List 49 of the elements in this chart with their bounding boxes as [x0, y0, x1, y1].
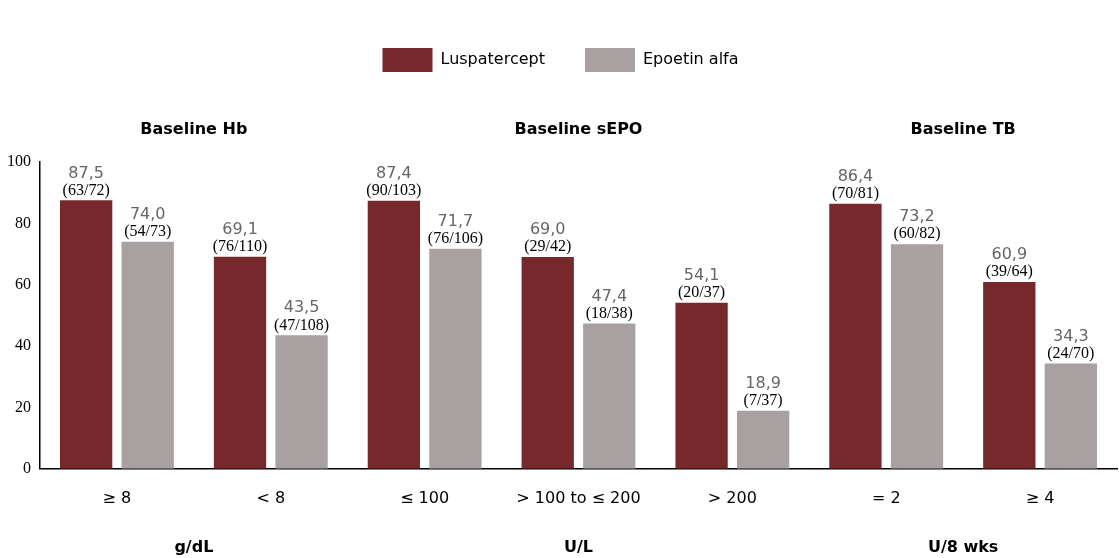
bar [275, 335, 328, 469]
legend-label: Epoetin alfa [642, 49, 739, 69]
text: U/8 wks [927, 537, 999, 557]
text: Baseline sEPO [514, 119, 643, 139]
text: Baseline TB [910, 119, 1016, 139]
data-label: 87,5 (63/72) [62, 162, 110, 199]
x-tick-label: > 100 to ≤ 200 [516, 487, 641, 507]
data-label: 73,2 (60/82) [893, 206, 941, 243]
bar [583, 323, 636, 469]
bar [60, 200, 113, 469]
bar [429, 248, 482, 469]
data-label: 69,1 (76/110) [212, 218, 268, 255]
bar [367, 200, 421, 469]
data-label: 43,5 (47/108) [274, 297, 330, 334]
y-tick-label: 20 [15, 397, 31, 415]
bar [121, 241, 174, 469]
x-tick-label: ≥ 4 [1025, 487, 1055, 507]
data-label: 74,0 (54/73) [124, 203, 172, 240]
x-tick-label: ≥ 8 [102, 487, 132, 507]
data-label: 18,9 (7/37) [743, 372, 783, 410]
text: g/dL [174, 537, 214, 557]
bar [675, 302, 728, 469]
text: Baseline Hb [140, 119, 248, 139]
data-label: 71,7 (76/106) [427, 210, 483, 248]
x-tick-label: > 200 [707, 487, 757, 507]
x-tick-label: < 8 [256, 487, 286, 507]
legend-label: Luspatercept [440, 49, 545, 69]
bar [983, 281, 1036, 469]
y-tick-label: 80 [15, 213, 31, 231]
y-tick-label: 100 [7, 152, 31, 170]
data-label: 54,1 (20/37) [678, 264, 726, 302]
data-label: 34,3 (24/70) [1047, 325, 1095, 362]
bar [521, 257, 574, 469]
x-tick-label: ≤ 100 [400, 487, 450, 507]
bar [213, 256, 267, 469]
data-label: 69,0 (29/42) [524, 219, 572, 256]
data-label: 86,4 (70/81) [831, 165, 879, 202]
data-label: 87,4 (90/103) [366, 162, 422, 199]
text: U/L [563, 537, 594, 557]
y-tick-label: 60 [15, 274, 31, 292]
data-label: 60,9 (39/64) [985, 244, 1033, 281]
bar [829, 203, 882, 469]
y-tick-label: 40 [15, 336, 31, 354]
bar [736, 410, 790, 469]
bar [890, 244, 944, 469]
bar [1044, 363, 1097, 469]
y-tick-label: 0 [23, 459, 31, 476]
data-label: 47,4 (18/38) [585, 285, 633, 322]
x-tick-label: = 2 [871, 487, 901, 507]
